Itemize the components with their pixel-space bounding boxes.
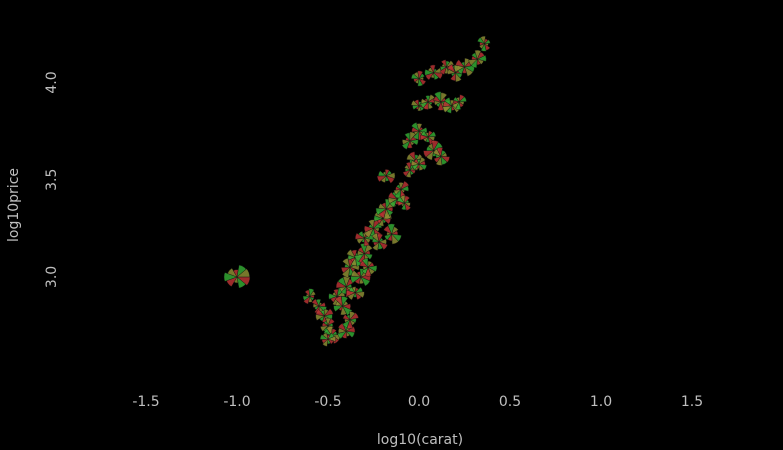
star-glyph-point	[350, 268, 371, 287]
star-glyph-point	[359, 258, 378, 277]
y-tick-labels: 3.0 3.5 4.0	[44, 71, 60, 288]
y-axis-title: log10price	[6, 168, 22, 242]
y-tick-label: 4.0	[44, 71, 60, 93]
star-glyph-point	[320, 332, 336, 347]
star-glyph-point	[346, 286, 365, 301]
star-glyph-point	[223, 264, 251, 289]
star-glyph-point	[383, 223, 402, 245]
x-tick-label: -0.5	[314, 394, 341, 410]
x-tick-label: 1.5	[681, 394, 703, 410]
star-glyph-point	[315, 308, 334, 323]
star-glyph-point	[452, 94, 467, 110]
star-glyph-point	[477, 35, 491, 52]
star-glyph-point	[420, 94, 435, 110]
y-tick-label: 3.0	[44, 266, 60, 288]
x-tick-label: -1.0	[223, 394, 250, 410]
x-tick-label: -1.5	[132, 394, 159, 410]
star-glyph-point	[354, 243, 373, 264]
star-glyph-point	[371, 232, 388, 251]
x-axis-title: log10(carat)	[377, 432, 463, 448]
star-glyph-point	[411, 156, 427, 171]
star-glyph-point	[342, 311, 359, 329]
star-glyph-point	[396, 195, 412, 211]
star-glyph-point	[468, 49, 487, 69]
star-glyph-point	[333, 295, 353, 316]
x-tick-label: 0.0	[408, 394, 430, 410]
star-glyph-point	[432, 147, 450, 166]
x-tick-label: 1.0	[590, 394, 612, 410]
points-layer	[223, 35, 491, 347]
star-glyph-point	[411, 70, 427, 87]
star-glyph-point	[302, 288, 316, 305]
x-tick-label: 0.5	[499, 394, 521, 410]
star-glyph-point	[355, 230, 374, 247]
x-tick-labels: -1.5 -1.0 -0.5 0.0 0.5 1.0 1.5	[132, 394, 703, 410]
y-tick-label: 3.5	[44, 169, 60, 191]
star-glyph-point	[439, 59, 455, 75]
star-glyph-point	[376, 169, 396, 184]
